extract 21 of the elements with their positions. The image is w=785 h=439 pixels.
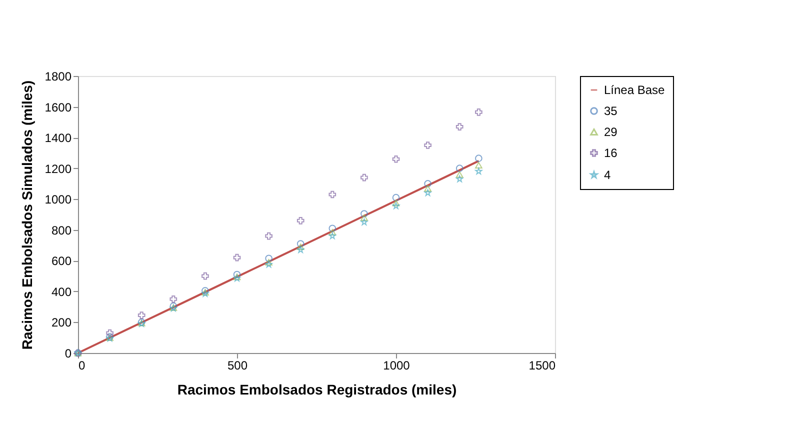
x-axis-title: Racimos Embolsados Registrados (miles) — [177, 382, 457, 398]
y-tick-label: 1000 — [44, 192, 72, 207]
x-tick-label: 0 — [78, 358, 86, 372]
legend-label: 35 — [604, 104, 618, 118]
legend-label: 4 — [604, 168, 611, 182]
y-tick-label: 200 — [51, 316, 72, 330]
x-tick-label: 1500 — [528, 358, 556, 372]
y-tick-label: 800 — [51, 223, 72, 238]
y-tick-label: 1800 — [44, 70, 72, 84]
y-tick-label: 1600 — [44, 100, 72, 114]
y-tick-label: 1200 — [44, 162, 72, 176]
legend-label: Línea Base — [604, 83, 666, 97]
x-tick-label: 1000 — [383, 358, 410, 372]
y-tick-label: 1400 — [44, 131, 72, 146]
y-tick-label: 600 — [51, 254, 72, 268]
legend-label: 16 — [604, 146, 618, 160]
legend-label: 29 — [604, 125, 618, 139]
y-tick-label: 400 — [51, 284, 72, 299]
y-tick-label: 0 — [64, 346, 72, 360]
y-axis-title: Racimos Embolsados Simulados (miles) — [18, 80, 35, 350]
x-tick-label: 500 — [227, 358, 248, 372]
